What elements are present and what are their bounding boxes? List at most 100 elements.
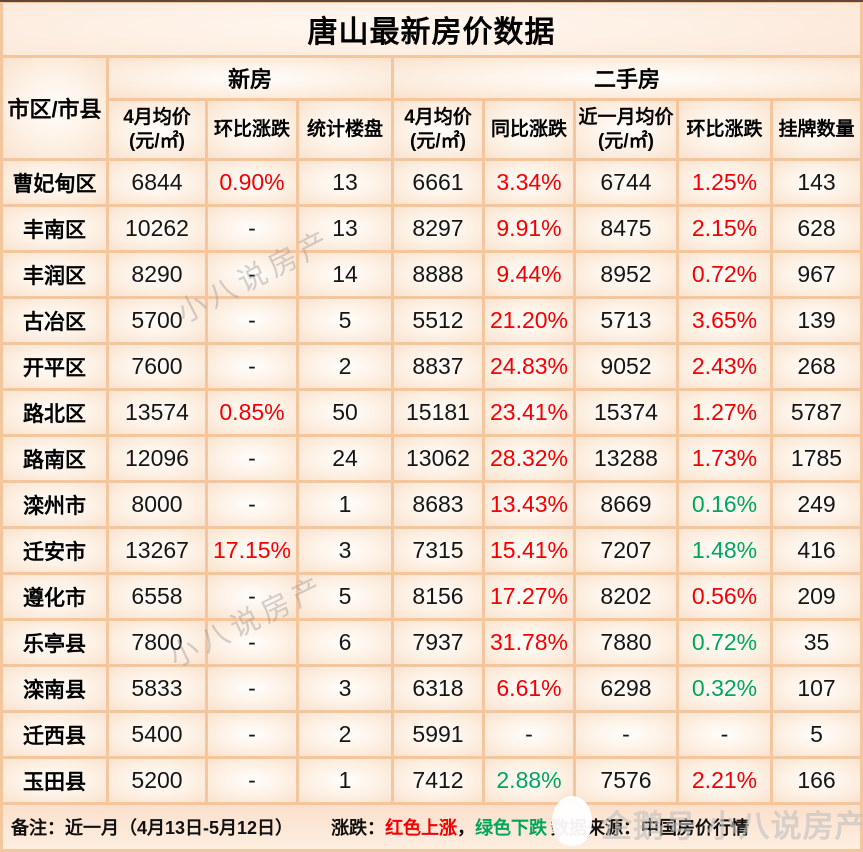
value-cell: 7412	[394, 759, 482, 802]
footer-note-text: 备注：近一月（4月13日-5月12日）	[11, 818, 294, 838]
table-row: 滦州市 8000 - 1 8683 13.43% 8669 0.16% 249	[3, 483, 861, 526]
value-cell: 31.78%	[485, 621, 573, 664]
value-cell: 5700	[109, 299, 205, 342]
district-cell: 路南区	[3, 437, 106, 480]
value-cell: 15.41%	[485, 529, 573, 572]
district-cell: 丰润区	[3, 253, 106, 296]
value-cell: 5200	[109, 759, 205, 802]
col-header-used-april-avg-price: 4月均价(元/㎡)	[394, 101, 482, 158]
value-cell: 9.91%	[485, 207, 573, 250]
value-cell: 0.16%	[679, 483, 770, 526]
value-cell: 6318	[394, 667, 482, 710]
col-header-new-april-avg-price: 4月均价(元/㎡)	[109, 101, 205, 158]
value-cell: -	[208, 253, 296, 296]
value-cell: 8290	[109, 253, 205, 296]
table-row: 丰南区 10262 - 13 8297 9.91% 8475 2.15% 628	[3, 207, 861, 250]
table-body: 曹妃甸区 6844 0.90% 13 6661 3.34% 6744 1.25%…	[3, 161, 861, 802]
value-cell: 6.61%	[485, 667, 573, 710]
district-cell: 滦州市	[3, 483, 106, 526]
price-table: 市区/市县 新房 二手房 4月均价(元/㎡) 环比涨跌 统计楼盘 4月均价(元/…	[0, 55, 863, 805]
value-cell: -	[208, 713, 296, 756]
value-cell: 3.65%	[679, 299, 770, 342]
value-cell: 2.88%	[485, 759, 573, 802]
value-cell: 35	[773, 621, 861, 664]
table-row: 曹妃甸区 6844 0.90% 13 6661 3.34% 6744 1.25%…	[3, 161, 861, 204]
corner-header: 市区/市县	[3, 58, 106, 158]
value-cell: 21.20%	[485, 299, 573, 342]
value-cell: -	[208, 437, 296, 480]
col-header-new-projects-count: 统计楼盘	[299, 101, 391, 158]
value-cell: 268	[773, 345, 861, 388]
table-row: 丰润区 8290 - 14 8888 9.44% 8952 0.72% 967	[3, 253, 861, 296]
value-cell: 15374	[576, 391, 676, 434]
value-cell: 0.72%	[679, 621, 770, 664]
value-cell: 6298	[576, 667, 676, 710]
value-cell: 1.48%	[679, 529, 770, 572]
footer-legend-separator: ，	[457, 818, 476, 838]
table-row: 迁安市 13267 17.15% 3 7315 15.41% 7207 1.48…	[3, 529, 861, 572]
value-cell: 8952	[576, 253, 676, 296]
value-cell: 8837	[394, 345, 482, 388]
value-cell: 1	[299, 759, 391, 802]
footer-note-bar: 备注：近一月（4月13日-5月12日） 涨跌： 红色上涨，绿色下跌 数据来源：中国…	[3, 805, 860, 849]
table-row: 滦南县 5833 - 3 6318 6.61% 6298 0.32% 107	[3, 667, 861, 710]
district-cell: 丰南区	[3, 207, 106, 250]
value-cell: 13062	[394, 437, 482, 480]
value-cell: 7937	[394, 621, 482, 664]
value-cell: 5512	[394, 299, 482, 342]
value-cell: -	[208, 621, 296, 664]
district-cell: 路北区	[3, 391, 106, 434]
value-cell: 8669	[576, 483, 676, 526]
value-cell: 2.43%	[679, 345, 770, 388]
value-cell: 6744	[576, 161, 676, 204]
footer-data-source: 数据来源：中国房价行情	[551, 818, 749, 838]
table-row: 路南区 12096 - 24 13062 28.32% 13288 1.73% …	[3, 437, 861, 480]
value-cell: 6558	[109, 575, 205, 618]
value-cell: 628	[773, 207, 861, 250]
table-row: 古冶区 5700 - 5 5512 21.20% 5713 3.65% 139	[3, 299, 861, 342]
top-edge-line	[0, 0, 863, 2]
group-header-new-homes: 新房	[109, 58, 391, 98]
table-row: 玉田县 5200 - 1 7412 2.88% 7576 2.21% 166	[3, 759, 861, 802]
value-cell: 2	[299, 345, 391, 388]
footer-legend-up-red: 红色上涨	[385, 818, 458, 838]
value-cell: 0.32%	[679, 667, 770, 710]
value-cell: 0.90%	[208, 161, 296, 204]
value-cell: 5400	[109, 713, 205, 756]
value-cell: 967	[773, 253, 861, 296]
value-cell: -	[208, 575, 296, 618]
value-cell: 5833	[109, 667, 205, 710]
value-cell: 2.15%	[679, 207, 770, 250]
value-cell: 0.72%	[679, 253, 770, 296]
value-cell: 50	[299, 391, 391, 434]
district-cell: 遵化市	[3, 575, 106, 618]
col-header-used-yoy-change: 同比涨跌	[485, 101, 573, 158]
value-cell: -	[208, 345, 296, 388]
value-cell: 0.85%	[208, 391, 296, 434]
value-cell: -	[208, 207, 296, 250]
value-cell: 1.25%	[679, 161, 770, 204]
value-cell: 8683	[394, 483, 482, 526]
value-cell: 3	[299, 667, 391, 710]
value-cell: 5713	[576, 299, 676, 342]
value-cell: 5	[299, 299, 391, 342]
value-cell: 5	[773, 713, 861, 756]
value-cell: 9.44%	[485, 253, 573, 296]
table-row: 开平区 7600 - 2 8837 24.83% 9052 2.43% 268	[3, 345, 861, 388]
value-cell: 13	[299, 207, 391, 250]
value-cell: 13574	[109, 391, 205, 434]
footer-legend-label: 涨跌：	[331, 818, 386, 838]
value-cell: 13288	[576, 437, 676, 480]
value-cell: 5991	[394, 713, 482, 756]
value-cell: 8000	[109, 483, 205, 526]
value-cell: 5787	[773, 391, 861, 434]
value-cell: 1	[299, 483, 391, 526]
table-row: 乐亭县 7800 - 6 7937 31.78% 7880 0.72% 35	[3, 621, 861, 664]
value-cell: 166	[773, 759, 861, 802]
group-header-secondhand-homes: 二手房	[394, 58, 861, 98]
value-cell: 13.43%	[485, 483, 573, 526]
value-cell: 1.73%	[679, 437, 770, 480]
col-header-listings-count: 挂牌数量	[773, 101, 861, 158]
col-header-used-last-month-avg-price: 近一月均价(元/㎡)	[576, 101, 676, 158]
